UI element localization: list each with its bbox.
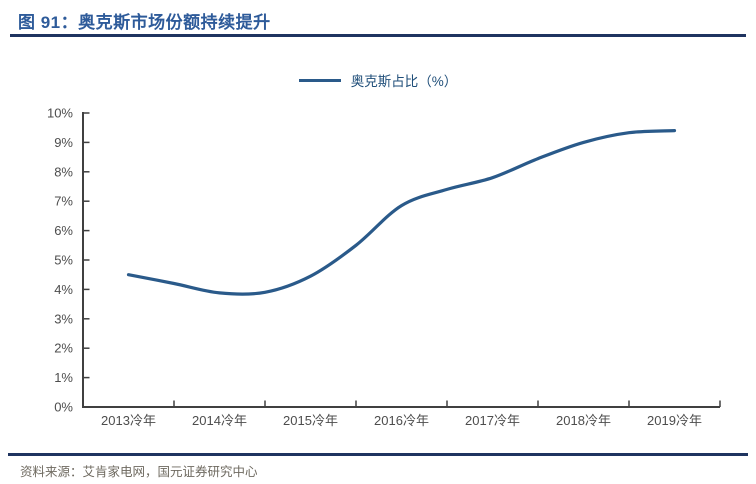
y-axis-label: 9% xyxy=(54,135,73,150)
y-axis-label: 1% xyxy=(54,370,73,385)
series-line xyxy=(126,129,677,296)
x-axis-label: 2017冷年 xyxy=(465,413,520,428)
x-axis-label: 2014冷年 xyxy=(192,413,247,428)
y-axis-label: 3% xyxy=(54,311,73,326)
y-axis-label: 7% xyxy=(54,194,73,209)
y-axis-label: 8% xyxy=(54,164,73,179)
y-axis-label: 5% xyxy=(54,253,73,268)
x-axis-label: 2016冷年 xyxy=(374,413,429,428)
figure-title: 图 91：奥克斯市场份额持续提升 xyxy=(18,13,271,32)
legend-label: 奥克斯占比（%） xyxy=(350,74,458,89)
chart-legend: 奥克斯占比（%） xyxy=(0,70,756,90)
x-axis-label: 2015冷年 xyxy=(283,413,338,428)
y-axis-label: 0% xyxy=(54,400,73,415)
x-axis-label: 2013冷年 xyxy=(101,413,156,428)
legend-line-swatch xyxy=(298,78,341,82)
x-axis-label: 2019冷年 xyxy=(647,413,702,428)
y-axis-label: 4% xyxy=(54,282,73,297)
y-axis-label: 6% xyxy=(54,223,73,238)
y-axis-label: 2% xyxy=(54,341,73,356)
source-note: 资料来源：艾肯家电网，国元证券研究中心 xyxy=(20,465,258,479)
y-axis-label: 10% xyxy=(47,106,73,121)
header-rule xyxy=(10,34,746,37)
footer-rule xyxy=(8,453,748,456)
x-axis-label: 2018冷年 xyxy=(556,413,611,428)
